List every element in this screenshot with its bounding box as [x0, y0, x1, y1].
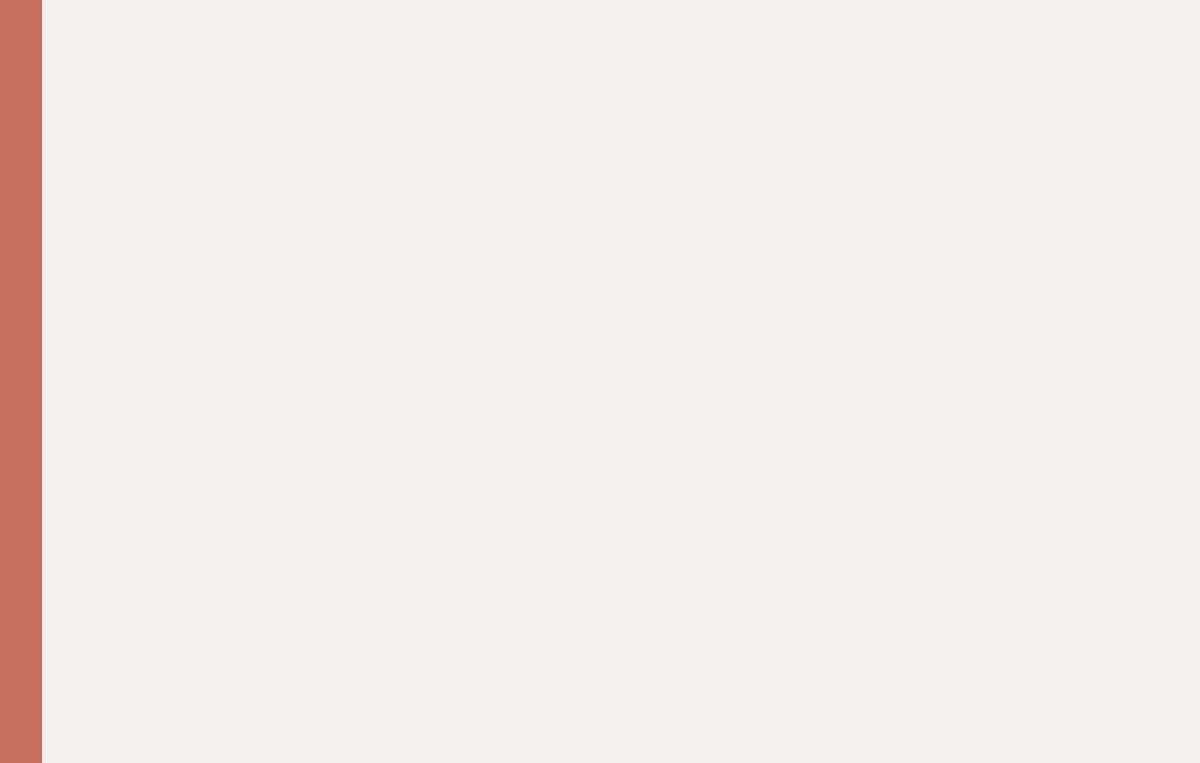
- Text: system which can demodulate the SSB+LC signal.: system which can demodulate the SSB+LC s…: [162, 530, 635, 549]
- Text: Explain by using bridge diode method how can we Generate SSB-SC system?: Explain by using bridge diode method how…: [162, 645, 888, 664]
- Text: distortionless system?: distortionless system?: [162, 271, 372, 290]
- Text: 2-: 2-: [108, 294, 126, 313]
- Text: Suppose the transmitter transmitted a SSB+LC signal, in receiver side design a: Suppose the transmitter transmitted a SS…: [162, 473, 910, 492]
- Text: system?: system?: [162, 433, 240, 452]
- Text: 4-: 4-: [108, 473, 127, 492]
- Text: Answer the following questions and support your answer with a block diagram: Answer the following questions and suppo…: [54, 88, 983, 108]
- Text: $\frac{1}{W_c} < RC < \frac{1}{2\pi B}$: $\frac{1}{W_c} < RC < \frac{1}{2\pi B}$: [542, 362, 667, 394]
- Text: Explain a non-linear method to Generate DSB+LC system?: Explain a non-linear method to Generate …: [162, 294, 714, 313]
- Text: Why do we have a condition: Why do we have a condition: [162, 370, 433, 389]
- Text: Based on which conditions the communication system can be called: Based on which conditions the communicat…: [162, 214, 804, 233]
- Text: /: /: [498, 269, 504, 288]
- Text: 1-: 1-: [108, 214, 126, 233]
- Text: /: /: [1122, 652, 1129, 675]
- Text: d Camera: d Camera: [0, 462, 157, 494]
- Text: 6-: 6-: [108, 645, 126, 664]
- Text: 3-: 3-: [108, 370, 126, 389]
- Text: Try to generate the VSB signal.: Try to generate the VSB signal.: [162, 580, 454, 599]
- Text: 5-: 5-: [108, 580, 126, 599]
- Text: ʹ: ʹ: [832, 292, 838, 315]
- Text: in designing Normal AM: in designing Normal AM: [862, 370, 1091, 389]
- Text: if it’s available:: if it’s available:: [54, 137, 238, 157]
